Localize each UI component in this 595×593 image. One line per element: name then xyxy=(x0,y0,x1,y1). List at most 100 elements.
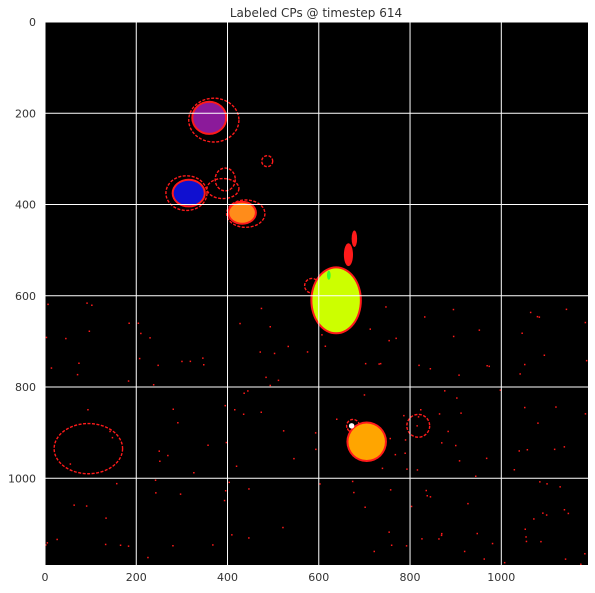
speckle xyxy=(542,512,544,514)
speckle xyxy=(207,444,209,446)
region-blue xyxy=(173,180,204,206)
speckle xyxy=(78,362,80,364)
region-yellow-green xyxy=(312,268,360,333)
speckle xyxy=(155,492,157,494)
speckle xyxy=(260,307,263,310)
noise-speckles xyxy=(45,302,588,565)
speckle xyxy=(584,321,587,324)
speckle xyxy=(452,335,455,338)
ring-outline xyxy=(165,175,208,212)
red-blob xyxy=(351,230,358,247)
speckle xyxy=(287,345,289,348)
speckle xyxy=(172,545,174,547)
x-tick-label: 800 xyxy=(400,571,421,584)
speckle xyxy=(46,542,49,544)
y-tick-label: 600 xyxy=(15,290,36,303)
speckle xyxy=(116,482,118,485)
speckle xyxy=(533,518,535,520)
speckle xyxy=(336,418,338,420)
speckle xyxy=(580,563,582,565)
ring-outline xyxy=(53,422,124,475)
white-marker xyxy=(348,423,355,429)
green-marker xyxy=(326,270,331,280)
speckle xyxy=(269,384,271,387)
speckle xyxy=(225,441,228,444)
red-blob xyxy=(343,243,354,267)
ring-outline xyxy=(214,167,236,192)
speckle xyxy=(104,543,107,546)
speckle xyxy=(179,493,182,495)
y-axis-ticks: 0 200 400 600 800 1000 xyxy=(8,16,36,485)
region-orange-large xyxy=(348,423,385,461)
speckle xyxy=(478,329,481,331)
speckle xyxy=(458,374,460,376)
speckle xyxy=(212,544,214,546)
speckle xyxy=(491,542,494,545)
speckle xyxy=(503,561,506,564)
x-tick-label: 600 xyxy=(308,571,329,584)
speckle xyxy=(486,365,488,367)
speckle xyxy=(235,465,238,467)
speckle xyxy=(147,556,149,559)
speckle xyxy=(425,489,427,492)
speckle xyxy=(389,437,391,440)
speckle xyxy=(441,532,443,535)
speckle xyxy=(420,409,422,411)
speckle xyxy=(85,505,88,507)
speckle xyxy=(56,538,58,541)
speckle xyxy=(567,512,570,515)
chart-title: Labeled CPs @ timestep 614 xyxy=(230,6,402,20)
speckle xyxy=(189,360,192,363)
speckle xyxy=(418,364,420,367)
speckle xyxy=(455,444,457,447)
speckle xyxy=(555,406,557,408)
speckle xyxy=(390,544,393,546)
x-axis-ticks: 0 200 400 600 800 1000 xyxy=(42,571,516,584)
speckle xyxy=(47,303,49,306)
speckle xyxy=(559,486,561,488)
speckle xyxy=(282,430,285,432)
speckle xyxy=(228,481,230,484)
speckle xyxy=(351,480,354,483)
speckle xyxy=(521,332,523,334)
speckle xyxy=(525,536,527,538)
speckle xyxy=(476,532,478,535)
speckle xyxy=(259,351,261,353)
speckle xyxy=(353,491,355,494)
speckle xyxy=(543,354,546,356)
speckle xyxy=(88,330,91,332)
speckle xyxy=(315,448,317,451)
speckle xyxy=(45,336,48,339)
speckle xyxy=(438,538,440,540)
speckle xyxy=(546,483,548,485)
speckle xyxy=(260,411,262,413)
speckle xyxy=(159,460,161,462)
speckle xyxy=(564,558,567,560)
speckle xyxy=(234,409,236,411)
y-tick-label: 400 xyxy=(15,199,36,212)
speckle xyxy=(167,454,169,457)
speckle xyxy=(404,439,407,441)
speckle xyxy=(364,506,366,508)
region-orange-small xyxy=(229,202,255,223)
speckle xyxy=(524,528,526,530)
speckle xyxy=(69,463,72,465)
speckle xyxy=(524,406,526,409)
speckle xyxy=(452,308,455,311)
x-tick-label: 200 xyxy=(126,571,147,584)
speckle xyxy=(127,545,130,547)
speckle xyxy=(394,453,397,456)
speckle xyxy=(373,550,375,553)
speckle xyxy=(424,316,426,318)
speckle xyxy=(158,450,160,452)
speckle xyxy=(441,442,443,444)
speckle xyxy=(417,416,420,418)
y-tick-label: 1000 xyxy=(8,472,36,485)
speckle xyxy=(584,553,586,555)
speckle xyxy=(157,364,159,367)
speckle xyxy=(537,422,539,424)
speckle xyxy=(406,468,408,470)
speckle xyxy=(381,467,384,470)
ring-outline xyxy=(261,154,274,168)
